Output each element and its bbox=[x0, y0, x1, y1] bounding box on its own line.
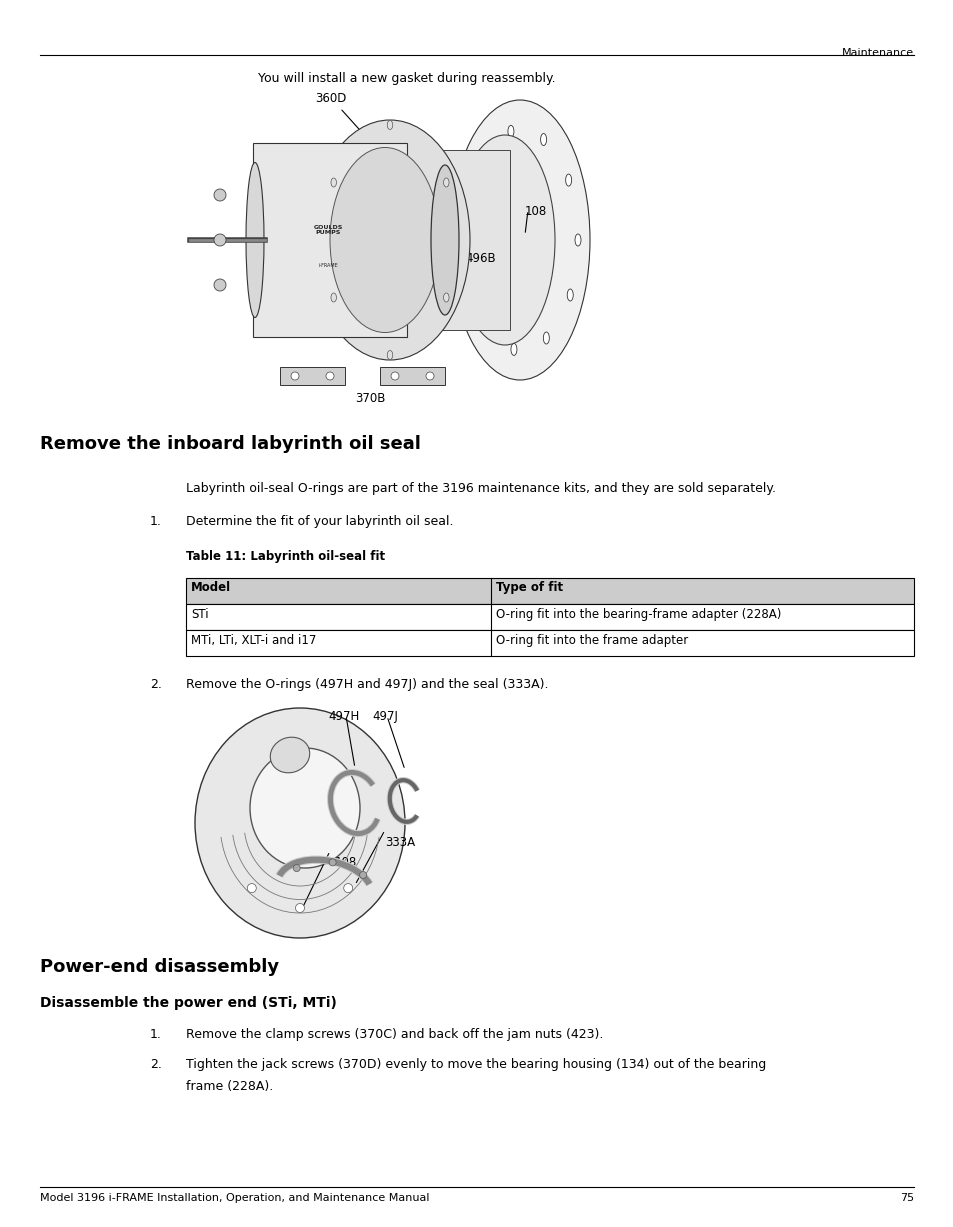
Ellipse shape bbox=[426, 372, 434, 380]
Text: 2.: 2. bbox=[150, 679, 162, 691]
Text: O-ring fit into the frame adapter: O-ring fit into the frame adapter bbox=[496, 634, 688, 647]
FancyBboxPatch shape bbox=[186, 629, 913, 656]
Text: Type of fit: Type of fit bbox=[496, 582, 563, 594]
Text: i-FRAME: i-FRAME bbox=[317, 263, 337, 267]
Text: 108: 108 bbox=[335, 856, 356, 869]
Ellipse shape bbox=[194, 708, 405, 937]
Ellipse shape bbox=[247, 883, 256, 892]
Text: frame (228A).: frame (228A). bbox=[186, 1080, 273, 1093]
Ellipse shape bbox=[295, 903, 304, 913]
Ellipse shape bbox=[477, 152, 484, 164]
Text: You will install a new gasket during reassembly.: You will install a new gasket during rea… bbox=[257, 72, 555, 85]
Ellipse shape bbox=[391, 372, 398, 380]
Text: 108: 108 bbox=[524, 205, 547, 218]
Text: Model 3196 i-FRAME Installation, Operation, and Maintenance Manual: Model 3196 i-FRAME Installation, Operati… bbox=[40, 1193, 429, 1202]
Text: O-ring fit into the bearing-frame adapter (228A): O-ring fit into the bearing-frame adapte… bbox=[496, 609, 781, 621]
Ellipse shape bbox=[291, 372, 298, 380]
Ellipse shape bbox=[575, 234, 580, 245]
Ellipse shape bbox=[343, 883, 353, 892]
Ellipse shape bbox=[565, 174, 571, 187]
Ellipse shape bbox=[431, 164, 458, 315]
Ellipse shape bbox=[443, 293, 449, 302]
Ellipse shape bbox=[507, 125, 514, 137]
Text: Table 11: Labyrinth oil-seal fit: Table 11: Labyrinth oil-seal fit bbox=[186, 550, 385, 563]
Text: Labyrinth oil-seal O-rings are part of the 3196 maintenance kits, and they are s: Labyrinth oil-seal O-rings are part of t… bbox=[186, 482, 775, 494]
Ellipse shape bbox=[246, 162, 264, 318]
Text: 1.: 1. bbox=[150, 1028, 162, 1040]
Ellipse shape bbox=[567, 290, 573, 301]
Text: 75: 75 bbox=[899, 1193, 913, 1202]
Ellipse shape bbox=[461, 267, 467, 280]
Text: MTi, LTi, XLT-i and i17: MTi, LTi, XLT-i and i17 bbox=[191, 634, 316, 647]
Ellipse shape bbox=[329, 859, 335, 866]
Ellipse shape bbox=[443, 178, 449, 187]
FancyBboxPatch shape bbox=[186, 604, 913, 629]
FancyBboxPatch shape bbox=[379, 367, 444, 385]
Ellipse shape bbox=[359, 871, 366, 879]
Ellipse shape bbox=[387, 120, 393, 130]
FancyBboxPatch shape bbox=[280, 367, 345, 385]
Text: Disassemble the power end (STi, MTi): Disassemble the power end (STi, MTi) bbox=[40, 996, 336, 1010]
Text: Determine the fit of your labyrinth oil seal.: Determine the fit of your labyrinth oil … bbox=[186, 515, 453, 528]
Text: 370B: 370B bbox=[355, 391, 385, 405]
Ellipse shape bbox=[331, 178, 336, 187]
Text: GOULDS
PUMPS: GOULDS PUMPS bbox=[313, 225, 342, 236]
Text: Power-end disassembly: Power-end disassembly bbox=[40, 958, 279, 975]
Text: 360D: 360D bbox=[314, 92, 346, 106]
Ellipse shape bbox=[326, 372, 334, 380]
FancyBboxPatch shape bbox=[439, 150, 510, 330]
Ellipse shape bbox=[310, 120, 470, 360]
Ellipse shape bbox=[270, 737, 310, 773]
Ellipse shape bbox=[543, 333, 549, 344]
Ellipse shape bbox=[387, 351, 393, 360]
Text: 497J: 497J bbox=[372, 710, 397, 723]
Ellipse shape bbox=[455, 135, 555, 345]
Ellipse shape bbox=[450, 99, 589, 380]
Ellipse shape bbox=[330, 147, 439, 333]
Ellipse shape bbox=[511, 344, 517, 356]
Text: Maintenance: Maintenance bbox=[841, 48, 913, 58]
Text: Remove the inboard labyrinth oil seal: Remove the inboard labyrinth oil seal bbox=[40, 436, 420, 453]
Ellipse shape bbox=[213, 234, 226, 245]
Text: 497H: 497H bbox=[328, 710, 359, 723]
Text: 496B: 496B bbox=[464, 252, 496, 265]
Text: Remove the clamp screws (370C) and back off the jam nuts (423).: Remove the clamp screws (370C) and back … bbox=[186, 1028, 602, 1040]
Text: 333A: 333A bbox=[385, 836, 415, 849]
Text: Tighten the jack screws (370D) evenly to move the bearing housing (134) out of t: Tighten the jack screws (370D) evenly to… bbox=[186, 1058, 765, 1071]
Ellipse shape bbox=[213, 279, 226, 291]
FancyBboxPatch shape bbox=[186, 578, 913, 604]
Ellipse shape bbox=[331, 293, 336, 302]
Text: 1.: 1. bbox=[150, 515, 162, 528]
Ellipse shape bbox=[250, 748, 359, 867]
Ellipse shape bbox=[480, 319, 486, 331]
Ellipse shape bbox=[213, 189, 226, 201]
Ellipse shape bbox=[540, 134, 546, 146]
FancyBboxPatch shape bbox=[253, 144, 407, 337]
Ellipse shape bbox=[293, 865, 300, 871]
Text: Remove the O-rings (497H and 497J) and the seal (333A).: Remove the O-rings (497H and 497J) and t… bbox=[186, 679, 548, 691]
Text: 2.: 2. bbox=[150, 1058, 162, 1071]
Ellipse shape bbox=[460, 206, 466, 217]
Text: Model: Model bbox=[191, 582, 231, 594]
Text: STi: STi bbox=[191, 609, 209, 621]
